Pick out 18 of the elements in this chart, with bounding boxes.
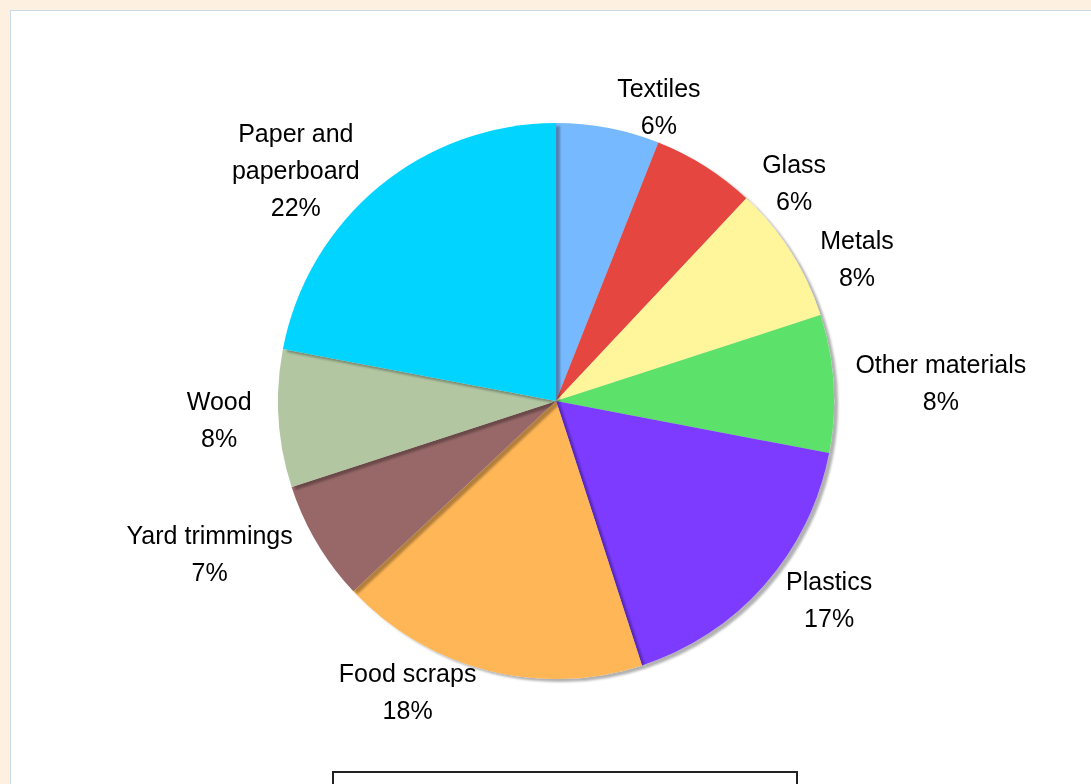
slice-label: Paper and paperboard <box>231 118 360 184</box>
data-label: 8% <box>201 424 238 453</box>
data-label: 18% <box>382 696 433 725</box>
slice-label: Plastics <box>786 566 873 595</box>
slice-label: Metals <box>820 225 894 254</box>
data-label: 6% <box>640 110 677 139</box>
data-label: 6% <box>776 186 813 215</box>
slice-label: Glass <box>762 149 827 178</box>
data-label: 22% <box>270 192 321 221</box>
data-label: 17% <box>804 603 855 632</box>
slice-label: Wood <box>186 387 252 416</box>
data-label: 7% <box>191 558 228 587</box>
data-label: 8% <box>922 386 959 415</box>
data-label: 8% <box>838 262 876 291</box>
slice-label: Food scraps <box>338 659 477 688</box>
slice-label: Other materials <box>855 349 1027 378</box>
slice-label: Yard trimmings <box>126 521 293 550</box>
slice-label: Textiles <box>617 73 701 102</box>
